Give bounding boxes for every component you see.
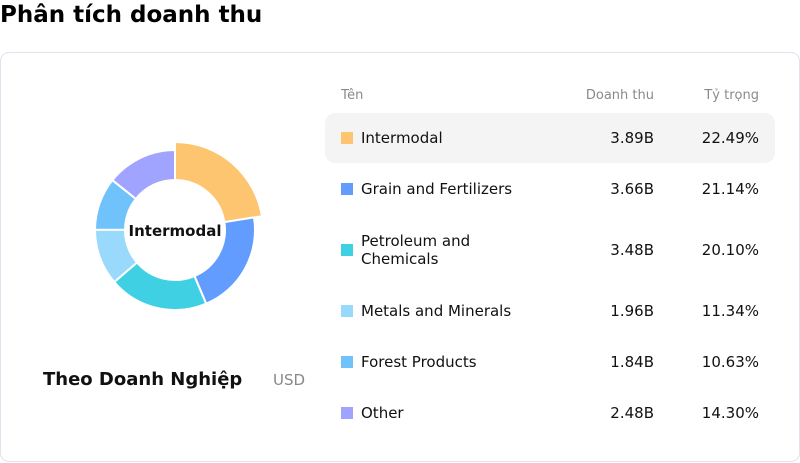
chart-subtitle: Theo Doanh Nghiệp	[43, 369, 243, 390]
table-row[interactable]: Forest Products 1.84B 10.63%	[325, 337, 775, 387]
row-share: 22.49%	[701, 129, 759, 147]
header-name: Tên	[341, 88, 364, 103]
donut-slice[interactable]	[174, 140, 264, 224]
legend-swatch	[341, 244, 353, 256]
row-name: Forest Products	[361, 353, 477, 371]
row-revenue: 3.89B	[610, 129, 654, 147]
row-revenue: 2.48B	[610, 404, 654, 422]
row-revenue: 3.48B	[610, 241, 654, 259]
legend-swatch	[341, 407, 353, 419]
table-row[interactable]: Other 2.48B 14.30%	[325, 388, 775, 438]
legend-swatch	[341, 305, 353, 317]
row-revenue: 1.84B	[610, 353, 654, 371]
row-name: Intermodal	[361, 129, 443, 147]
row-name: Other	[361, 404, 404, 422]
row-name: Grain and Fertilizers	[361, 180, 513, 198]
row-revenue: 3.66B	[610, 180, 654, 198]
page-title: Phân tích doanh thu	[0, 2, 263, 28]
legend-swatch	[341, 132, 353, 144]
header-share: Tỷ trọng	[704, 88, 759, 103]
currency-unit: USD	[273, 371, 306, 389]
header-revenue: Doanh thu	[585, 88, 654, 103]
legend-swatch	[341, 183, 353, 195]
row-revenue: 1.96B	[610, 302, 654, 320]
row-share: 11.34%	[701, 302, 759, 320]
table-row[interactable]: Metals and Minerals 1.96B 11.34%	[325, 286, 775, 336]
row-name: Petroleum and Chemicals	[361, 232, 471, 268]
row-share: 20.10%	[701, 241, 759, 259]
row-name: Metals and Minerals	[361, 302, 512, 320]
table-row[interactable]: Petroleum and Chemicals 3.48B 20.10%	[325, 215, 775, 285]
row-share: 10.63%	[701, 353, 759, 371]
row-share: 21.14%	[701, 180, 759, 198]
table-row[interactable]: Intermodal 3.89B 22.49%	[325, 113, 775, 163]
legend-swatch	[341, 356, 353, 368]
donut-center-label: Intermodal	[128, 222, 222, 240]
row-share: 14.30%	[701, 404, 759, 422]
table-row[interactable]: Grain and Fertilizers 3.66B 21.14%	[325, 164, 775, 214]
donut-chart[interactable]	[75, 130, 275, 330]
donut-slice[interactable]	[111, 148, 176, 201]
